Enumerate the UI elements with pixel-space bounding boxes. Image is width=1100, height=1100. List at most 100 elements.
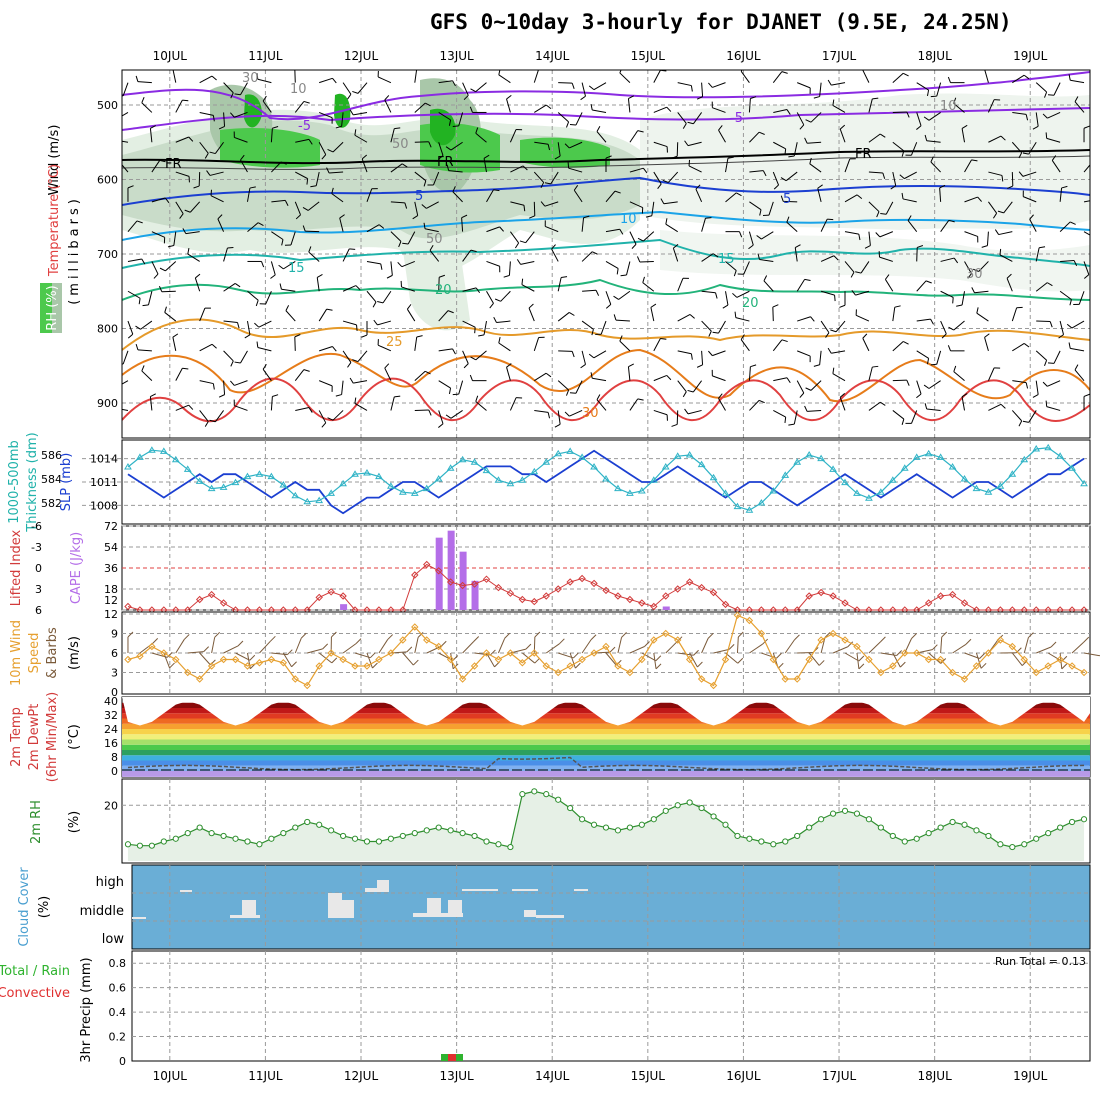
- wind-barb-flag: [373, 319, 378, 326]
- lifted-index-marker: [207, 590, 216, 599]
- wind-barb: [978, 261, 989, 272]
- wind-barb-flag: [660, 198, 665, 205]
- wind-barb: [677, 82, 692, 87]
- wind-speed-marker: [745, 616, 754, 625]
- wind-barb-flag: [825, 332, 830, 338]
- wind-barb-flag: [941, 333, 947, 339]
- wind-barb: [432, 171, 440, 186]
- wind-speed-marker: [148, 642, 156, 651]
- wind-barb-flag: [445, 414, 452, 419]
- wind-speed-marker: [207, 662, 216, 670]
- wind10-barb-flag: [880, 636, 886, 643]
- wind-barb: [701, 218, 706, 232]
- wind-barb: [1035, 380, 1039, 395]
- cloud-middle-label: middle: [80, 904, 124, 919]
- wind10-barb-flag: [911, 633, 917, 639]
- temp-band: [122, 755, 1090, 761]
- wind-barb: [797, 316, 811, 322]
- wind-barb: [796, 279, 806, 292]
- wind10-barb-flag: [473, 636, 480, 642]
- wind-barb-flag: [478, 334, 485, 337]
- wind-barb-flag: [355, 285, 361, 291]
- wind-barb: [483, 320, 487, 335]
- wind-barb: [533, 70, 539, 83]
- thickness-marker: [721, 489, 730, 496]
- wind-barb: [377, 76, 392, 84]
- thickness-marker: [673, 452, 682, 459]
- rh-label: 30: [242, 71, 259, 86]
- wind-barb: [1012, 380, 1027, 384]
- wind-barb: [940, 290, 954, 298]
- wind-barb: [187, 253, 200, 262]
- wind-barb: [740, 71, 750, 83]
- wind-barb-flag: [179, 213, 184, 219]
- wind10-barbs-label: & Barbs: [45, 627, 60, 679]
- wind-barb-flag: [416, 335, 423, 338]
- wind-barb: [357, 82, 368, 94]
- date-label: 18JUL: [918, 49, 953, 63]
- wind-barb-flag: [985, 66, 990, 70]
- wind-barb: [832, 373, 846, 382]
- wind-barb: [257, 346, 272, 352]
- wind-barb-flag: [786, 216, 790, 223]
- wind-barb: [701, 253, 714, 262]
- wind-barb-flag: [637, 398, 644, 401]
- wind-barb: [438, 310, 449, 322]
- wind-barb-flag: [514, 242, 520, 249]
- wind-barb-flag: [218, 394, 225, 398]
- date-label: 16JUL: [726, 1069, 761, 1083]
- thickness-marker: [1068, 464, 1076, 471]
- wind-barb-flag: [284, 200, 289, 206]
- wind-barb-flag: [573, 185, 579, 191]
- rh-marker: [698, 804, 705, 812]
- wind-barb: [462, 249, 472, 262]
- wind-barb-flag: [212, 115, 215, 122]
- wind10-barb-flag: [707, 633, 714, 639]
- wind-barb: [234, 405, 248, 411]
- lifted-index-marker: [829, 592, 837, 600]
- wind-barb: [926, 408, 941, 411]
- wind-barb: [342, 350, 352, 363]
- thickness-marker: [530, 467, 539, 475]
- wind-barb: [987, 367, 995, 381]
- wind10-barb: [844, 652, 860, 662]
- wind-barb-flag: [402, 242, 409, 245]
- wind-barb: [366, 290, 377, 303]
- wind-barb: [175, 201, 184, 214]
- wind-speed-marker: [399, 636, 407, 644]
- rh-marker: [232, 835, 239, 842]
- lifted-index-marker: [458, 581, 467, 590]
- wind-barb: [627, 98, 631, 113]
- wind-barb-flag: [184, 209, 191, 213]
- wind-barb: [475, 132, 487, 143]
- wind10-barb: [629, 646, 645, 654]
- wind10-barb-flag: [644, 641, 650, 647]
- wind-barb: [984, 337, 989, 351]
- wind-barb-flag: [352, 359, 359, 363]
- wind10-barb-flag: [728, 644, 735, 650]
- wind-barb-flag: [554, 155, 561, 160]
- wind10-barb: [1059, 652, 1063, 669]
- wind-barb-flag: [805, 387, 812, 391]
- wind-speed-marker: [375, 655, 383, 664]
- dewpt2m-label: 2m DewPt: [27, 704, 42, 771]
- wind-barb-flag: [924, 403, 928, 410]
- rh-marker: [794, 832, 801, 840]
- wind-barb: [384, 99, 392, 113]
- wind-barb-flag: [804, 405, 808, 412]
- isotherm-label: 20: [742, 296, 759, 311]
- wind-barb: [414, 336, 418, 351]
- wind-barb: [342, 285, 357, 292]
- wind-barb-flag: [255, 300, 259, 307]
- wind-barb-flag: [1042, 113, 1048, 119]
- thickness-marker: [590, 463, 598, 470]
- wind-barb: [605, 261, 619, 269]
- thickness-marker: [1008, 470, 1017, 477]
- wind-barb: [223, 380, 226, 395]
- wind-barb: [390, 261, 393, 276]
- wind-barb: [315, 171, 320, 186]
- wind-barb: [1022, 171, 1037, 177]
- wind-barb-flag: [206, 170, 211, 176]
- wind-barb: [1083, 164, 1090, 173]
- wind-barb-flag: [308, 407, 313, 413]
